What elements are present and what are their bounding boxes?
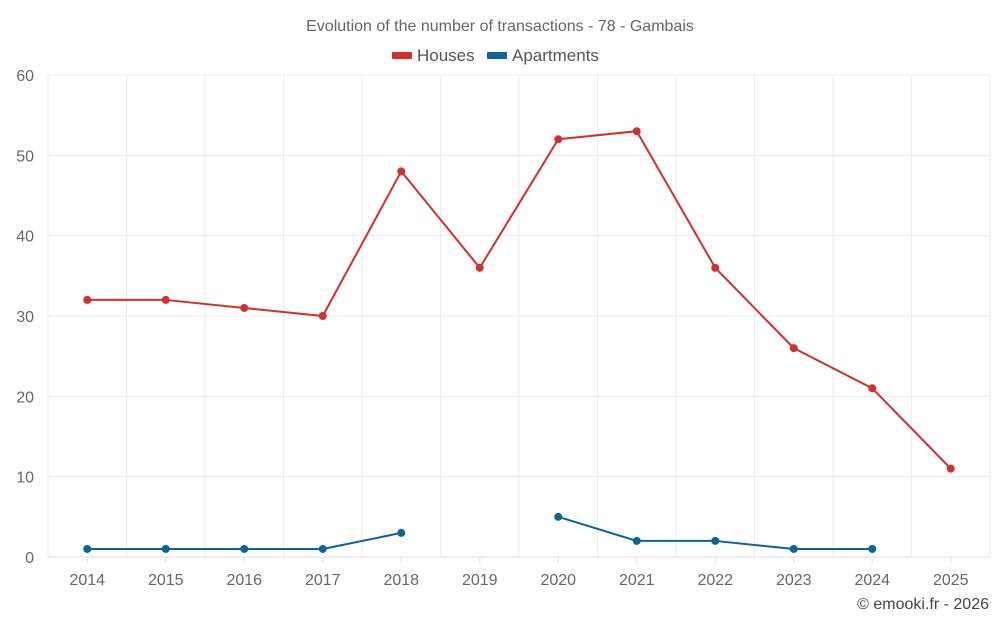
series [83, 127, 955, 553]
x-tick-label: 2022 [697, 572, 733, 589]
data-point-apartments [632, 536, 641, 545]
y-tick-label: 0 [25, 550, 34, 567]
data-point-houses [868, 384, 877, 393]
data-point-apartments [161, 544, 170, 553]
legend-swatch [392, 52, 412, 59]
data-point-apartments [240, 544, 249, 553]
x-tick-label: 2023 [776, 572, 812, 589]
data-point-houses [161, 295, 170, 304]
legend-label: Apartments [512, 46, 599, 65]
legend[interactable]: Houses Apartments [392, 46, 599, 65]
data-point-apartments [83, 544, 92, 553]
x-tick-label: 2025 [933, 572, 969, 589]
series-houses [83, 127, 955, 473]
grid [47, 74, 991, 557]
y-tick-label: 10 [16, 470, 34, 487]
x-tick-label: 2019 [462, 572, 498, 589]
data-point-houses [632, 127, 641, 136]
data-point-apartments [554, 512, 563, 521]
credit-text: © emooki.fr - 2026 [857, 596, 989, 613]
data-point-apartments [711, 536, 720, 545]
x-tick-label: 2016 [226, 572, 262, 589]
legend-label: Houses [417, 46, 475, 65]
data-point-apartments [318, 544, 327, 553]
y-tick-label: 60 [16, 68, 34, 85]
y-tick-label: 50 [16, 148, 34, 165]
data-point-houses [789, 344, 798, 353]
data-point-houses [554, 135, 563, 144]
data-point-houses [711, 263, 720, 272]
x-tick-label: 2020 [540, 572, 576, 589]
data-point-houses [475, 263, 484, 272]
legend-item-houses[interactable]: Houses [392, 46, 475, 65]
chart-title: Evolution of the number of transactions … [306, 18, 694, 35]
data-point-houses [397, 167, 406, 176]
data-point-houses [83, 295, 92, 304]
legend-swatch [487, 52, 507, 59]
y-tick-label: 30 [16, 309, 34, 326]
data-point-houses [318, 312, 327, 320]
x-tick-label: 2017 [305, 572, 341, 589]
y-tick-label: 20 [16, 389, 34, 406]
y-tick-label: 40 [16, 229, 34, 246]
series-apartments [83, 512, 877, 553]
x-tick-label: 2021 [619, 572, 655, 589]
x-tick-label: 2015 [148, 572, 184, 589]
data-point-apartments [397, 528, 406, 537]
x-tick-label: 2018 [383, 572, 419, 589]
data-point-apartments [789, 544, 798, 553]
axes: 0 10 20 30 40 50 60 2014 2015 2016 2017 2018 2019 202… [16, 68, 990, 589]
series-line-houses [87, 130, 952, 470]
x-tick-label: 2014 [69, 572, 105, 589]
data-point-houses [946, 464, 955, 473]
x-tick-label: 2024 [854, 572, 890, 589]
data-point-houses [240, 303, 249, 312]
legend-item-apartments[interactable]: Apartments [487, 46, 599, 65]
data-point-apartments [868, 544, 877, 553]
